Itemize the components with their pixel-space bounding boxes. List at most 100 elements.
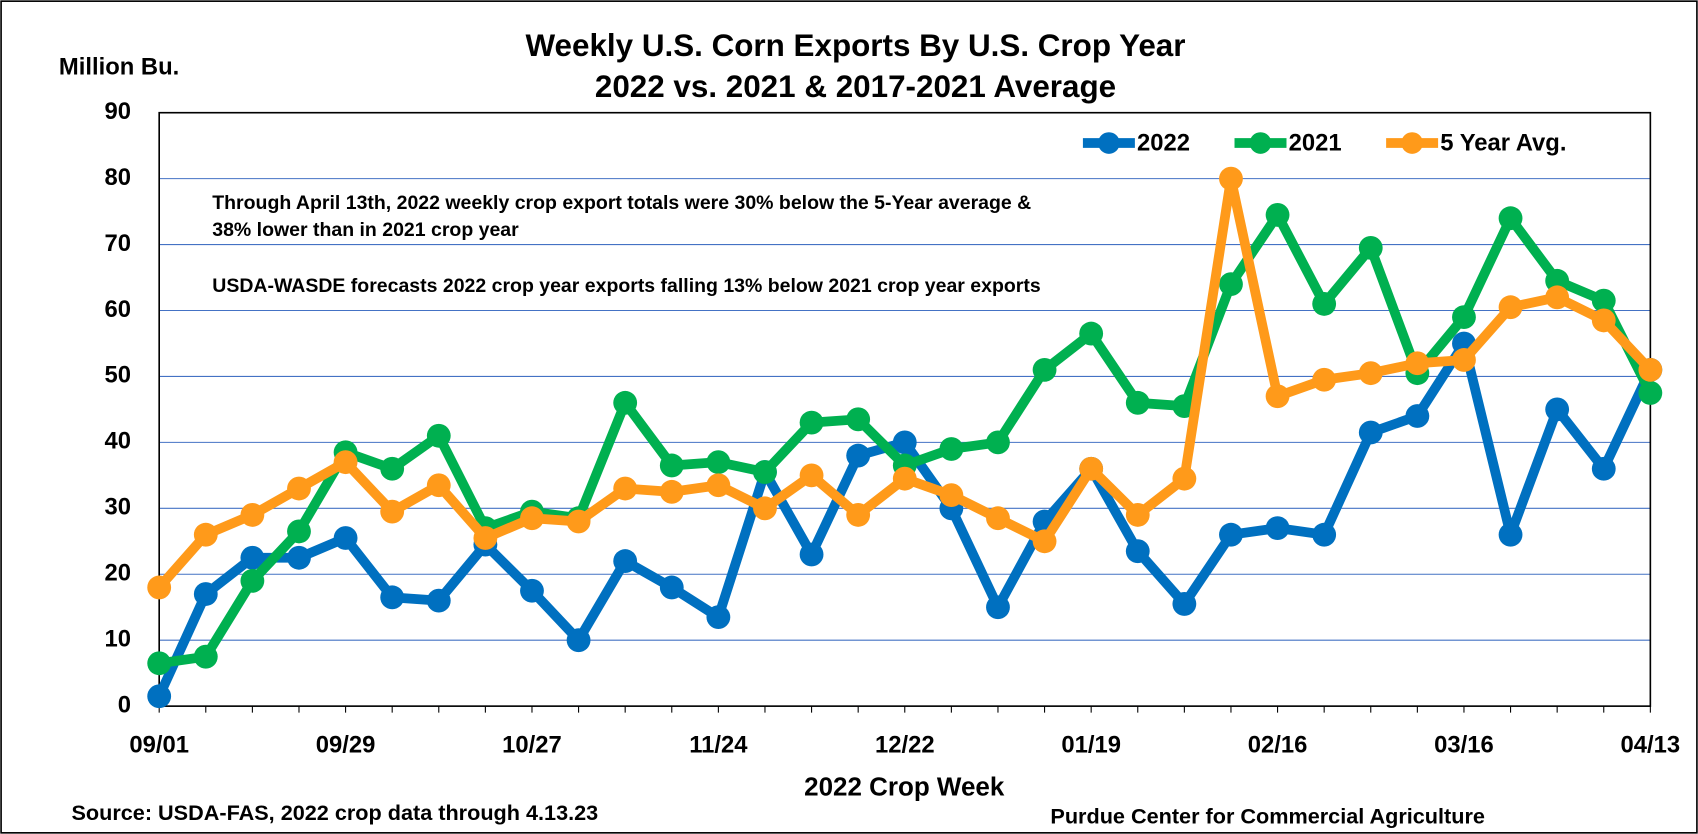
data-point — [1172, 466, 1197, 491]
data-point — [426, 423, 451, 448]
data-point — [520, 578, 544, 603]
x-tick-label: 09/01 — [129, 732, 189, 759]
data-point — [1172, 592, 1197, 616]
chart-title: Weekly U.S. Corn Exports By U.S. Crop Ye… — [525, 28, 1185, 63]
data-point — [799, 542, 824, 567]
chart-subtitle: 2022 vs. 2021 & 2017-2021 Average — [595, 69, 1116, 104]
data-point — [892, 466, 917, 491]
data-point — [892, 430, 917, 455]
data-point — [939, 483, 964, 508]
legend-label: 2021 — [1289, 129, 1342, 156]
x-tick-label: 01/19 — [1061, 732, 1121, 759]
data-point — [1312, 292, 1337, 316]
data-point — [986, 430, 1010, 455]
data-point — [659, 453, 684, 478]
data-point — [753, 496, 777, 521]
data-point — [1032, 357, 1057, 382]
x-tick-label: 03/16 — [1434, 732, 1494, 759]
data-point — [1545, 397, 1570, 422]
data-point — [380, 585, 405, 610]
y-tick-label: 40 — [105, 428, 132, 455]
data-point — [1591, 308, 1616, 333]
data-point — [1265, 202, 1290, 227]
data-point — [1358, 361, 1383, 386]
y-tick-label: 90 — [105, 98, 132, 125]
data-point — [240, 503, 265, 527]
data-point — [706, 473, 731, 498]
data-point — [1498, 295, 1523, 320]
annotation: USDA-WASDE forecasts 2022 crop year expo… — [212, 275, 1041, 297]
x-axis-label: 2022 Crop Week — [804, 771, 1005, 801]
data-point — [1591, 456, 1616, 481]
data-point — [846, 503, 871, 527]
y-tick-label: 80 — [105, 164, 132, 191]
annotation: 38% lower than in 2021 crop year — [212, 219, 519, 241]
legend-marker — [1098, 132, 1120, 154]
data-point — [287, 519, 311, 544]
x-tick-label: 10/27 — [502, 732, 562, 759]
y-tick-label: 70 — [105, 230, 132, 257]
data-point — [1545, 285, 1570, 310]
data-point — [147, 575, 172, 600]
data-point — [426, 588, 451, 613]
legend-marker — [1249, 132, 1272, 154]
x-tick-label: 11/24 — [689, 732, 748, 759]
data-point — [1638, 357, 1663, 382]
data-point — [1125, 539, 1150, 564]
data-point — [659, 575, 684, 600]
data-point — [1358, 235, 1383, 260]
y-axis-label: Million Bu. — [59, 54, 179, 81]
y-tick-label: 0 — [118, 691, 131, 718]
data-point — [986, 595, 1010, 620]
data-point — [659, 479, 684, 504]
data-point — [1219, 166, 1243, 191]
data-point — [1125, 503, 1150, 527]
data-point — [193, 582, 218, 606]
data-point — [1638, 381, 1663, 405]
data-point — [473, 526, 498, 550]
y-tick-label: 60 — [105, 296, 132, 323]
data-point — [1219, 272, 1243, 297]
data-point — [380, 499, 405, 524]
data-point — [939, 437, 964, 461]
y-tick-label: 30 — [105, 494, 132, 521]
data-point — [1498, 522, 1523, 547]
data-point — [1032, 529, 1057, 554]
y-tick-label: 20 — [105, 560, 132, 587]
data-point — [753, 460, 777, 484]
data-point — [1312, 367, 1337, 392]
data-point — [147, 684, 172, 709]
x-tick-label: 02/16 — [1248, 732, 1308, 759]
data-point — [566, 509, 591, 534]
data-point — [240, 545, 265, 570]
data-point — [380, 456, 405, 481]
data-point — [1405, 351, 1430, 376]
legend-label: 5 Year Avg. — [1440, 129, 1566, 156]
data-point — [799, 410, 824, 435]
data-point — [520, 506, 544, 531]
data-point — [333, 526, 358, 550]
data-point — [1312, 522, 1337, 547]
data-point — [1452, 305, 1476, 330]
data-point — [1452, 348, 1476, 372]
data-point — [1265, 516, 1290, 541]
data-point — [1219, 522, 1243, 547]
source: Source: USDA-FAS, 2022 crop data through… — [71, 800, 598, 825]
legend-marker — [1401, 132, 1423, 154]
data-point — [566, 628, 591, 653]
data-point — [1265, 384, 1290, 409]
data-point — [1358, 420, 1383, 445]
x-tick-label: 09/29 — [316, 732, 376, 759]
data-point — [706, 450, 731, 475]
data-point — [1545, 268, 1570, 293]
data-point — [613, 476, 638, 501]
data-point — [1591, 288, 1616, 313]
data-point — [799, 463, 824, 488]
data-point — [287, 476, 311, 501]
data-point — [1405, 404, 1430, 428]
data-point — [333, 450, 358, 475]
data-point — [193, 522, 218, 547]
y-tick-label: 50 — [105, 362, 132, 389]
data-point — [1079, 321, 1104, 346]
